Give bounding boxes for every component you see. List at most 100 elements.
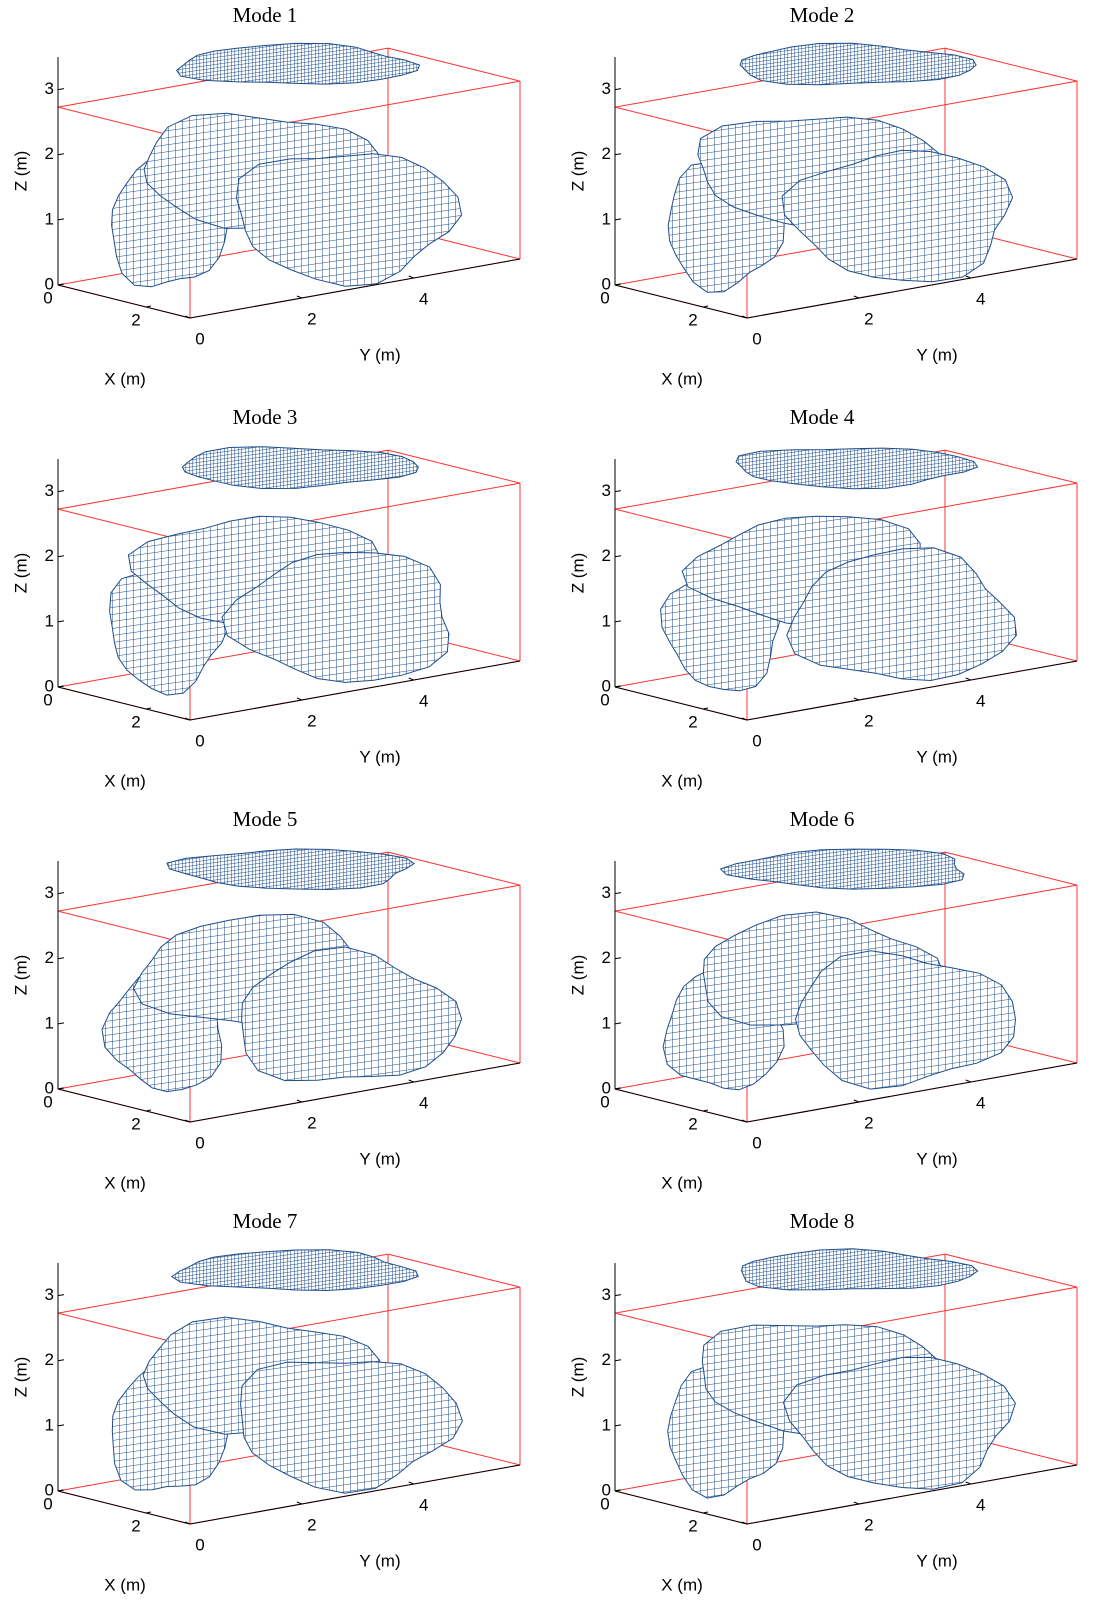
y-tick xyxy=(409,276,414,278)
z-tick-label: 2 xyxy=(602,1350,611,1369)
x-axis xyxy=(58,285,190,318)
y-tick-label: 2 xyxy=(307,711,316,730)
x-tick-label: 0 xyxy=(43,1494,52,1513)
x-tick-label: 2 xyxy=(131,1114,140,1133)
y-tick xyxy=(297,1502,302,1504)
z-tick xyxy=(58,1295,64,1296)
mesh-top xyxy=(721,849,964,889)
y-tick-label: 4 xyxy=(419,1093,428,1112)
panel-title: Mode 5 xyxy=(233,807,298,831)
x-axis xyxy=(58,1089,190,1122)
z-tick xyxy=(58,621,64,622)
panel: 012302024Mode 4Z (m)X (m)Y (m) xyxy=(568,405,1077,791)
y-tick-label: 4 xyxy=(976,1093,985,1112)
z-tick-label: 2 xyxy=(45,948,54,967)
y-axis-label: Y (m) xyxy=(916,747,957,766)
y-tick-label: 4 xyxy=(419,1495,428,1514)
y-tick-label: 0 xyxy=(752,329,761,348)
z-axis-label: Z (m) xyxy=(11,553,30,594)
x-tick xyxy=(615,686,620,687)
y-tick xyxy=(297,1100,302,1102)
mesh-top xyxy=(736,448,978,489)
z-tick-label: 1 xyxy=(45,1415,54,1434)
z-tick-label: 2 xyxy=(602,546,611,565)
mesh-top xyxy=(167,849,414,890)
y-axis-label: Y (m) xyxy=(916,345,957,364)
z-tick xyxy=(615,1360,621,1361)
y-tick xyxy=(854,698,859,700)
z-axis-label: Z (m) xyxy=(11,151,30,192)
y-tick xyxy=(966,1482,971,1484)
x-axis-label: X (m) xyxy=(104,1173,146,1192)
z-tick-label: 3 xyxy=(602,883,611,902)
x-axis-label: X (m) xyxy=(661,771,703,790)
z-tick xyxy=(615,1295,621,1296)
z-tick xyxy=(58,1360,64,1361)
z-axis-label: Z (m) xyxy=(568,955,587,996)
x-tick xyxy=(703,1110,708,1111)
y-tick xyxy=(966,276,971,278)
y-tick-label: 2 xyxy=(864,711,873,730)
x-axis-label: X (m) xyxy=(661,1575,703,1594)
z-tick xyxy=(615,89,621,90)
z-axis-label: Z (m) xyxy=(11,955,30,996)
z-axis-label: Z (m) xyxy=(568,1357,587,1398)
y-tick xyxy=(854,296,859,298)
x-tick-label: 0 xyxy=(600,1494,609,1513)
box-edge xyxy=(945,852,1077,885)
z-tick xyxy=(615,219,621,220)
y-tick-label: 2 xyxy=(307,1113,316,1132)
z-tick xyxy=(58,893,64,894)
panel-title: Mode 7 xyxy=(233,1209,298,1233)
x-tick-label: 2 xyxy=(688,1114,697,1133)
y-tick-label: 4 xyxy=(976,691,985,710)
y-tick-label: 0 xyxy=(752,1535,761,1554)
x-tick xyxy=(58,284,63,285)
y-tick-label: 0 xyxy=(195,1535,204,1554)
z-tick xyxy=(58,154,64,155)
x-tick xyxy=(146,708,151,709)
mesh-top xyxy=(740,43,976,85)
y-tick xyxy=(297,296,302,298)
z-tick-label: 1 xyxy=(602,209,611,228)
x-tick xyxy=(703,306,708,307)
z-tick-label: 1 xyxy=(45,1013,54,1032)
y-tick xyxy=(409,1482,414,1484)
z-tick xyxy=(58,1023,64,1024)
x-tick xyxy=(58,1490,63,1491)
x-tick xyxy=(146,1110,151,1111)
x-axis-label: X (m) xyxy=(661,369,703,388)
x-tick-label: 0 xyxy=(43,288,52,307)
x-tick xyxy=(58,1088,63,1089)
z-tick xyxy=(58,491,64,492)
y-tick-label: 0 xyxy=(195,1133,204,1152)
z-tick-label: 3 xyxy=(602,1285,611,1304)
x-axis-label: X (m) xyxy=(104,771,146,790)
x-tick xyxy=(703,708,708,709)
y-tick xyxy=(966,1080,971,1082)
x-axis xyxy=(615,687,747,720)
x-tick-label: 2 xyxy=(688,1516,697,1535)
z-tick xyxy=(58,958,64,959)
y-tick-label: 2 xyxy=(864,309,873,328)
z-tick-label: 2 xyxy=(602,948,611,967)
panel: 012302024Mode 3Z (m)X (m)Y (m) xyxy=(11,405,520,791)
z-tick-label: 2 xyxy=(45,144,54,163)
z-tick xyxy=(615,491,621,492)
panel: 012302024Mode 1Z (m)X (m)Y (m) xyxy=(11,3,520,389)
y-axis-label: Y (m) xyxy=(359,345,400,364)
z-tick-label: 2 xyxy=(602,144,611,163)
z-tick xyxy=(615,893,621,894)
y-tick-label: 0 xyxy=(195,329,204,348)
x-tick-label: 2 xyxy=(688,310,697,329)
y-tick xyxy=(854,1502,859,1504)
z-axis-label: Z (m) xyxy=(11,1357,30,1398)
z-tick-label: 1 xyxy=(602,611,611,630)
y-tick-label: 4 xyxy=(419,289,428,308)
x-tick-label: 0 xyxy=(600,690,609,709)
x-axis xyxy=(58,1491,190,1524)
z-tick xyxy=(58,89,64,90)
x-tick xyxy=(146,306,151,307)
y-tick-label: 4 xyxy=(976,1495,985,1514)
